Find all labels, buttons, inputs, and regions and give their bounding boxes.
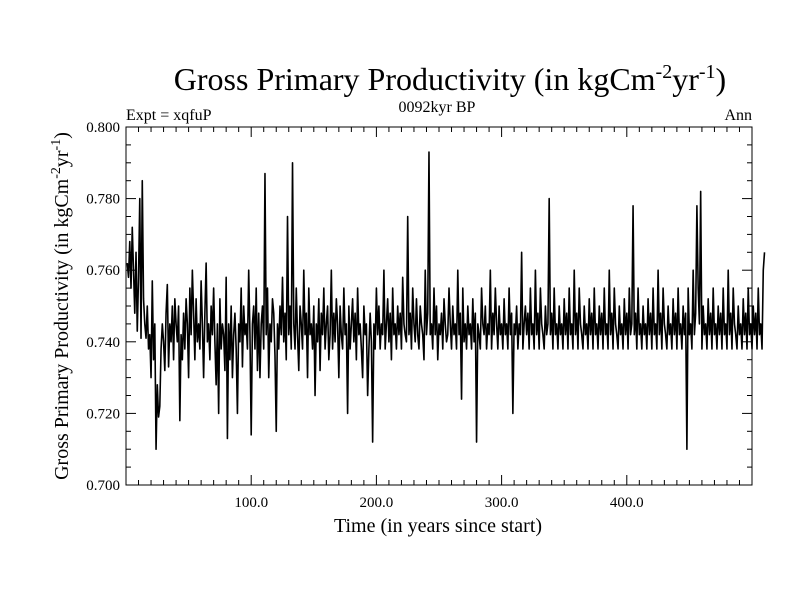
y-tick-label: 0.780	[86, 192, 120, 208]
ylabel-mid: yr	[51, 150, 73, 167]
ylabel-sup2: -1	[49, 139, 64, 151]
x-tick-label: 200.0	[360, 495, 394, 511]
y-tick-label: 0.720	[86, 406, 120, 422]
series-layer	[126, 151, 766, 451]
title-main: Gross Primary Productivity (in kgCm	[174, 61, 656, 97]
x-tick-label: 300.0	[485, 495, 519, 511]
ylabel-main: Gross Primary Productivity (in kgCm	[51, 178, 73, 480]
plot-area-frame	[125, 126, 753, 486]
subtitle-left: Expt = xqfuP	[126, 107, 212, 124]
y-tick-label: 0.740	[86, 335, 120, 351]
ylabel-sup1: -2	[49, 167, 64, 179]
subtitle-center: 0092kyr BP	[399, 99, 476, 116]
title-sup2: -1	[699, 61, 716, 83]
x-tick-label: 400.0	[610, 495, 644, 511]
ylabel-end: )	[51, 132, 73, 139]
y-tick-label: 0.700	[86, 478, 120, 494]
series-line	[126, 151, 766, 451]
subtitle-right: Ann	[724, 107, 752, 124]
title-sup1: -2	[656, 61, 673, 83]
y-tick-label: 0.760	[86, 263, 120, 279]
title-end: )	[716, 61, 727, 97]
x-axis-label: Time (in years since start)	[334, 515, 542, 537]
x-tick-label: 100.0	[234, 495, 268, 511]
ticks-layer: 100.0 200.0 300.0 400.0 0.700 0.720 0.740 0.760…	[86, 120, 752, 511]
y-tick-label: 0.800	[86, 120, 120, 136]
title-mid: yr	[672, 61, 699, 97]
y-axis-label: Gross Primary Productivity (in kgCm-2yr-…	[49, 132, 73, 480]
chart-title: Gross Primary Productivity (in kgCm-2yr-…	[174, 61, 726, 97]
